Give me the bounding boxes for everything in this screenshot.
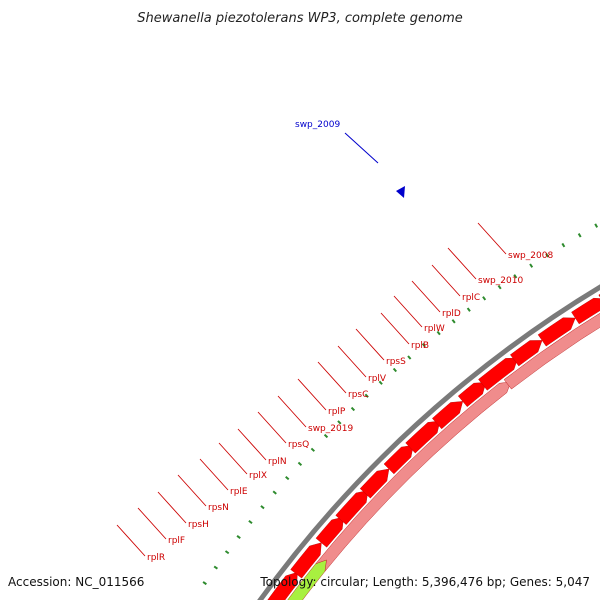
minor-tick <box>497 284 502 290</box>
minor-tick <box>392 367 397 373</box>
gene-label: rplD <box>442 309 461 319</box>
minor-tick <box>421 343 426 348</box>
gene-leader-line <box>218 442 248 475</box>
minor-tick <box>577 233 582 238</box>
genome-backbone <box>257 284 600 600</box>
minor-tick <box>378 380 383 385</box>
minor-tick <box>594 223 599 228</box>
backbone-arc <box>257 284 600 600</box>
gene-leader-line <box>411 280 441 313</box>
map-title: Shewanella piezotolerans WP3, complete g… <box>137 11 463 26</box>
gene-label: swp_2019 <box>308 424 353 434</box>
gene-leader-line <box>116 524 146 557</box>
minor-tick <box>436 330 441 336</box>
gene-label: rplE <box>230 487 248 497</box>
gene-label: rpsQ <box>288 440 309 450</box>
minor-tick <box>323 433 329 439</box>
gene-label: rplP <box>328 407 346 417</box>
minor-tick <box>513 274 518 279</box>
gene-label: rplW <box>424 324 445 334</box>
minor-tick <box>272 490 277 495</box>
gene-label: rplB <box>411 341 429 351</box>
accession-text: Accession: NC_011566 <box>8 575 144 589</box>
forward-gene-arrow <box>571 297 600 325</box>
forward-gene-arrow <box>383 445 414 475</box>
forward-gene-arrow <box>290 542 322 579</box>
minor-tick <box>202 581 207 586</box>
minor-tick <box>466 307 471 312</box>
minor-tick <box>285 476 290 481</box>
minor-tick <box>236 534 241 540</box>
gene-leader-line <box>393 295 423 328</box>
reverse-gene-block <box>503 312 600 390</box>
minor-tick <box>482 296 487 301</box>
minor-tick <box>545 253 550 258</box>
minor-tick <box>297 461 303 466</box>
gene-label: rplV <box>368 374 387 384</box>
gene-label: swp_2008 <box>508 251 553 261</box>
minor-tick <box>248 519 253 525</box>
gene-leader-line <box>380 312 410 345</box>
forward-gene-arrow <box>405 420 441 454</box>
gene-label: rpsH <box>188 520 209 530</box>
forward-gene-arrow <box>510 340 543 367</box>
gene-leader-line <box>157 491 187 524</box>
blue-gene-marker <box>396 186 405 198</box>
minor-tick <box>451 319 456 324</box>
genome-summary-text: Topology: circular; Length: 5,396,476 bp… <box>259 575 590 589</box>
forward-gene-arrow <box>335 490 369 525</box>
gene-label-swp-2009: swp_2009 <box>295 120 340 130</box>
forward-gene-arrow <box>315 516 344 548</box>
gene-label: rpsS <box>386 357 406 367</box>
gene-leader-line <box>317 361 347 394</box>
gene-label: swp_2010 <box>478 276 523 286</box>
gene-label: rplR <box>147 553 165 563</box>
forward-gene-arrow <box>537 317 576 347</box>
gene-leader-line <box>297 378 327 411</box>
gene-label: rpsC <box>348 390 368 400</box>
gene-label: rplN <box>268 457 287 467</box>
gene-leader-line <box>355 328 385 361</box>
blue-gene-leader <box>344 132 379 164</box>
minor-tick <box>224 550 230 555</box>
minor-tick <box>310 447 315 452</box>
gene-leader-line <box>199 458 229 491</box>
gene-track <box>267 294 600 600</box>
forward-gene-arrow <box>267 571 298 600</box>
kbp-tick-layer: 2088 kbp2090 kbp2092 kbp2094 kbp2096 kbp… <box>202 223 599 586</box>
minor-tick <box>350 406 356 412</box>
minor-tick <box>213 565 219 570</box>
gene-leader-line <box>337 345 367 378</box>
forward-gene-arrow <box>478 357 519 391</box>
reverse-gene-block <box>315 381 512 572</box>
gene-label: rplC <box>462 293 480 303</box>
gene-leader-line <box>477 222 507 255</box>
forward-gene-arrow <box>432 401 463 430</box>
gene-label: rplX <box>249 471 267 481</box>
minor-tick <box>407 355 412 360</box>
forward-gene-arrow <box>359 468 390 499</box>
gene-leader-line <box>257 411 287 444</box>
minor-tick <box>260 505 265 510</box>
minor-tick <box>364 393 369 398</box>
minor-tick <box>337 420 342 425</box>
minor-tick <box>529 263 534 268</box>
gene-leader-line <box>137 507 167 540</box>
gene-leader-line <box>447 247 477 280</box>
gene-leader-line <box>237 428 267 461</box>
highlighted-gene-block <box>287 559 327 600</box>
gene-leader-line <box>431 264 461 297</box>
minor-tick <box>561 242 566 248</box>
gene-label: rpsN <box>208 503 229 513</box>
forward-gene-arrow <box>457 382 487 407</box>
gene-leader-line <box>277 395 307 428</box>
gene-label: rplF <box>168 536 185 546</box>
gene-leader-line <box>177 474 207 507</box>
